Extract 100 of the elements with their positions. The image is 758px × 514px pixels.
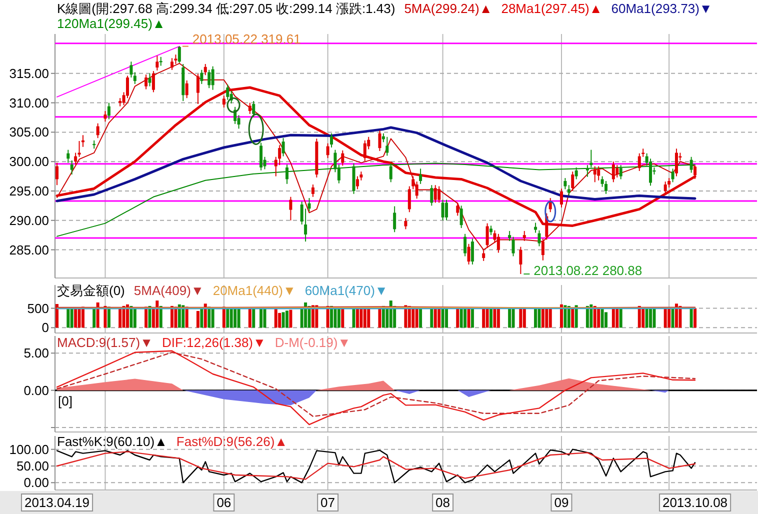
candlestick bbox=[178, 46, 181, 64]
text: 28Ma1(297.45)▲ bbox=[501, 1, 602, 16]
bar bbox=[211, 308, 214, 328]
annotation: [0] bbox=[58, 393, 72, 408]
bar bbox=[470, 308, 474, 328]
candlestick bbox=[604, 180, 608, 194]
bar bbox=[567, 306, 570, 328]
text: 120Ma1(299.45)▲ bbox=[57, 16, 166, 31]
y-tick-label: 5.00 bbox=[24, 346, 49, 361]
bar bbox=[690, 308, 693, 328]
series-label: MACD:9(1.57)▼ bbox=[57, 335, 153, 350]
candlestick bbox=[690, 156, 693, 174]
bar bbox=[548, 308, 552, 328]
candlestick bbox=[470, 238, 474, 265]
bar bbox=[564, 305, 567, 328]
candlestick bbox=[152, 70, 155, 93]
y-tick-label: 290.00 bbox=[9, 212, 49, 228]
candlestick bbox=[96, 122, 100, 139]
candlestick bbox=[534, 222, 538, 234]
candlestick bbox=[486, 222, 489, 249]
bar bbox=[541, 308, 544, 328]
bar bbox=[590, 304, 593, 328]
candlestick bbox=[330, 132, 334, 148]
bar bbox=[419, 308, 422, 328]
candlestick bbox=[66, 149, 70, 164]
bar bbox=[360, 308, 363, 328]
candlestick bbox=[211, 66, 214, 90]
line-series bbox=[56, 162, 696, 237]
candlestick bbox=[430, 184, 434, 206]
bar bbox=[274, 309, 278, 328]
candlestick bbox=[248, 102, 252, 114]
x-tick-label: 2013.10.08 bbox=[662, 495, 728, 510]
candlestick bbox=[419, 168, 422, 184]
candlestick bbox=[519, 246, 522, 274]
bar bbox=[260, 308, 263, 328]
candlestick bbox=[204, 63, 207, 76]
bar bbox=[493, 308, 496, 328]
candlestick bbox=[541, 238, 544, 261]
candlestick bbox=[586, 164, 589, 178]
y-tick-label: 50.00 bbox=[16, 458, 49, 474]
x-tick-label: 2013.04.19 bbox=[24, 495, 90, 510]
bar bbox=[196, 311, 200, 328]
bar bbox=[586, 306, 589, 328]
y-tick-label: 315.00 bbox=[9, 66, 49, 81]
candlestick bbox=[567, 184, 570, 196]
x-tick-label: 09 bbox=[554, 495, 569, 510]
bar bbox=[604, 312, 608, 328]
bar bbox=[522, 308, 526, 328]
candlestick bbox=[311, 184, 314, 198]
candlestick bbox=[74, 152, 78, 166]
bar bbox=[441, 308, 444, 328]
bar bbox=[597, 308, 600, 328]
candlestick bbox=[616, 164, 619, 178]
bar bbox=[486, 308, 489, 328]
candlestick bbox=[496, 233, 500, 254]
text: D-M(-0.19)▼ bbox=[274, 335, 351, 350]
bar bbox=[341, 308, 344, 328]
bar bbox=[464, 308, 467, 328]
bar bbox=[378, 308, 382, 328]
bar bbox=[664, 308, 667, 328]
candlestick bbox=[571, 171, 574, 192]
candlestick bbox=[107, 102, 110, 120]
candlestick bbox=[638, 152, 641, 172]
candlestick bbox=[356, 176, 359, 190]
bar bbox=[278, 312, 282, 328]
bar bbox=[66, 308, 70, 328]
bar bbox=[616, 308, 619, 328]
candlestick bbox=[522, 230, 526, 242]
bar bbox=[600, 309, 604, 328]
bar bbox=[560, 304, 563, 328]
y-tick-label: 300.00 bbox=[9, 154, 49, 170]
candlestick bbox=[308, 198, 311, 212]
candlestick bbox=[619, 164, 622, 180]
candlestick bbox=[70, 160, 74, 176]
bar bbox=[263, 309, 266, 328]
candlestick bbox=[304, 208, 308, 242]
candlestick bbox=[490, 225, 493, 236]
y-tick-label: 0.00 bbox=[24, 475, 49, 490]
series-label: 5MA(409)▼ bbox=[134, 283, 204, 298]
bar bbox=[645, 308, 648, 328]
candlestick bbox=[408, 186, 411, 213]
annotation: 2013.05.22 319.61 bbox=[192, 31, 301, 46]
bar bbox=[460, 308, 463, 328]
candlestick bbox=[438, 186, 441, 204]
candlestick bbox=[538, 230, 541, 247]
candlestick bbox=[326, 142, 330, 159]
candlestick bbox=[564, 178, 567, 190]
bar bbox=[248, 308, 252, 328]
candlestick bbox=[104, 110, 107, 122]
bar bbox=[285, 310, 288, 328]
bar bbox=[356, 308, 359, 328]
bar bbox=[638, 306, 641, 328]
candlestick bbox=[560, 188, 563, 208]
bar bbox=[668, 308, 671, 328]
text: 5MA(299.24)▲ bbox=[404, 1, 492, 16]
candlestick bbox=[404, 218, 408, 230]
candlestick bbox=[434, 184, 437, 204]
candlestick bbox=[282, 138, 285, 157]
candlestick bbox=[612, 161, 615, 183]
candlestick bbox=[144, 74, 148, 90]
